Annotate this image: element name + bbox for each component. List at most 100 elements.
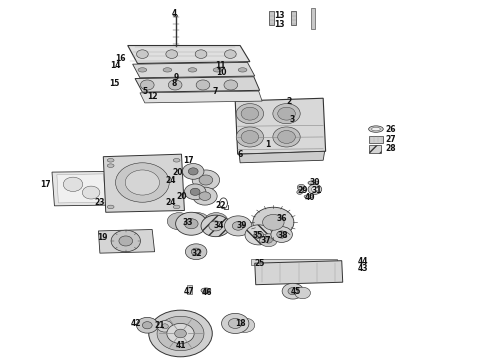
Bar [251,259,337,265]
Circle shape [224,216,252,236]
Circle shape [308,184,322,194]
Circle shape [195,50,207,58]
Text: 34: 34 [213,221,224,230]
Polygon shape [98,229,155,253]
Circle shape [277,231,287,238]
Ellipse shape [173,15,177,17]
Ellipse shape [107,158,114,162]
Ellipse shape [238,68,247,72]
Text: 20: 20 [177,192,187,201]
Circle shape [192,170,220,190]
Text: 21: 21 [155,321,165,330]
Text: 22: 22 [215,201,226,210]
Text: 20: 20 [173,168,183,177]
Ellipse shape [368,126,383,132]
Circle shape [137,318,158,333]
Circle shape [184,219,198,229]
Circle shape [167,213,191,230]
Circle shape [111,230,141,252]
Ellipse shape [163,68,172,72]
Bar [312,8,316,30]
Circle shape [295,287,311,299]
Text: 7: 7 [213,86,219,95]
Circle shape [241,131,259,143]
Text: 14: 14 [110,61,121,70]
Text: 10: 10 [216,68,227,77]
Circle shape [204,213,228,230]
Ellipse shape [371,127,380,131]
Circle shape [149,310,212,357]
Polygon shape [57,174,106,203]
Text: 24: 24 [166,176,176,185]
Circle shape [224,50,236,58]
Text: 28: 28 [385,144,396,153]
Text: 5: 5 [142,86,147,95]
Text: 3: 3 [289,114,294,123]
Circle shape [82,186,100,199]
Circle shape [186,213,209,230]
Circle shape [125,170,159,195]
Circle shape [184,184,206,200]
Circle shape [235,318,255,332]
Ellipse shape [201,288,211,293]
Circle shape [116,163,169,202]
Polygon shape [235,98,326,154]
Circle shape [265,237,272,243]
Circle shape [273,104,300,124]
Circle shape [236,127,264,147]
Circle shape [143,321,152,329]
Circle shape [297,184,305,190]
Bar [369,145,381,153]
Text: 2: 2 [286,97,292,106]
Circle shape [168,80,182,90]
Text: 42: 42 [130,319,141,328]
Text: 13: 13 [274,19,285,28]
Ellipse shape [308,181,319,185]
Polygon shape [52,171,112,206]
Circle shape [167,323,194,343]
Circle shape [254,231,264,238]
Text: 1: 1 [266,140,270,149]
Text: 12: 12 [147,92,157,101]
Text: 11: 11 [215,62,226,71]
Text: 17: 17 [183,156,194,165]
Circle shape [199,192,211,201]
Circle shape [157,316,204,351]
Circle shape [241,107,259,120]
Ellipse shape [107,205,114,209]
Polygon shape [298,187,304,192]
Circle shape [273,127,300,147]
Polygon shape [140,91,262,103]
Polygon shape [128,45,250,63]
Ellipse shape [173,205,180,209]
Circle shape [166,50,177,58]
Circle shape [271,226,293,242]
Text: 26: 26 [385,125,396,134]
Circle shape [191,248,201,255]
Text: 30: 30 [310,178,320,187]
Text: 40: 40 [304,193,315,202]
Text: 4: 4 [172,9,177,18]
Text: 37: 37 [261,237,271,246]
Text: 46: 46 [202,288,212,297]
Polygon shape [103,154,184,212]
Text: 17: 17 [40,180,51,189]
Text: 43: 43 [358,264,368,273]
Text: 39: 39 [237,221,247,230]
Ellipse shape [213,68,222,72]
Circle shape [196,80,210,90]
Circle shape [190,188,200,195]
Circle shape [253,207,294,237]
Bar [187,284,192,293]
Circle shape [193,187,217,205]
Text: 8: 8 [172,79,177,88]
Text: 15: 15 [109,79,119,88]
Text: 45: 45 [291,287,301,296]
Ellipse shape [107,164,114,167]
Ellipse shape [138,68,147,72]
Text: 16: 16 [115,54,125,63]
Ellipse shape [188,68,197,72]
Text: 27: 27 [385,135,396,144]
Circle shape [209,221,222,231]
Circle shape [185,244,207,260]
